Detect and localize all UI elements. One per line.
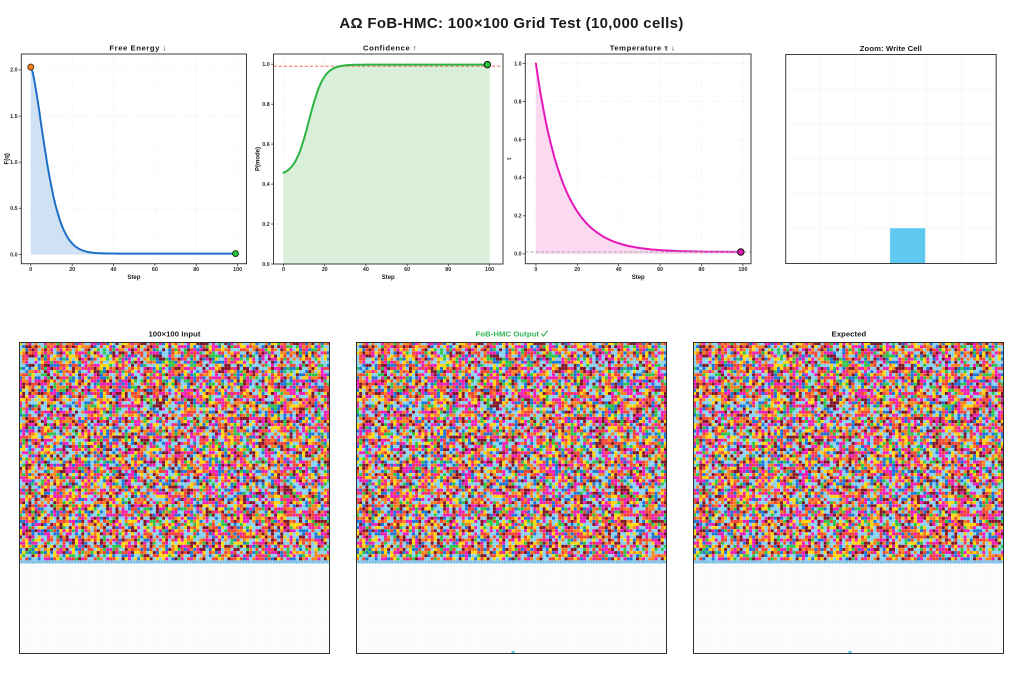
svg-text:0: 0: [282, 267, 285, 273]
svg-text:0: 0: [534, 267, 537, 273]
svg-text:1.0: 1.0: [262, 62, 270, 68]
svg-text:40: 40: [616, 267, 622, 273]
svg-text:Free Energy ↓: Free Energy ↓: [109, 43, 167, 52]
svg-text:Zoom: Write Cell: Zoom: Write Cell: [860, 44, 922, 53]
svg-text:0.0: 0.0: [514, 252, 522, 258]
svg-text:Step: Step: [632, 275, 645, 281]
svg-text:0.2: 0.2: [514, 214, 522, 220]
svg-text:0.6: 0.6: [514, 138, 522, 144]
svg-text:Expected: Expected: [831, 330, 866, 339]
svg-text:0.5: 0.5: [10, 206, 18, 212]
svg-text:20: 20: [574, 267, 580, 273]
svg-text:FoB-HMC Output: FoB-HMC Output: [476, 330, 540, 339]
svg-text:1.0: 1.0: [10, 160, 18, 166]
svg-text:0.4: 0.4: [514, 176, 522, 182]
svg-text:Step: Step: [382, 275, 395, 281]
svg-text:100: 100: [233, 267, 242, 273]
svg-text:Confidence ↑: Confidence ↑: [363, 43, 417, 52]
svg-text:Step: Step: [127, 275, 140, 281]
svg-text:0.4: 0.4: [262, 182, 270, 188]
svg-text:100: 100: [738, 267, 747, 273]
svg-text:60: 60: [404, 267, 410, 273]
svg-text:Temperature τ ↓: Temperature τ ↓: [610, 43, 676, 52]
svg-text:100: 100: [485, 267, 494, 273]
svg-text:0.8: 0.8: [262, 102, 270, 108]
svg-text:80: 80: [193, 267, 199, 273]
svg-text:60: 60: [657, 267, 663, 273]
svg-text:1.5: 1.5: [10, 114, 18, 120]
svg-text:F(q): F(q): [5, 153, 11, 164]
svg-text:τ: τ: [507, 157, 513, 160]
svg-text:0.0: 0.0: [262, 262, 270, 268]
svg-text:0.6: 0.6: [262, 142, 270, 148]
svg-text:20: 20: [69, 267, 75, 273]
svg-text:40: 40: [111, 267, 117, 273]
svg-text:0: 0: [29, 267, 32, 273]
svg-text:0.0: 0.0: [10, 252, 18, 258]
svg-text:20: 20: [322, 267, 328, 273]
svg-text:2.0: 2.0: [10, 68, 18, 74]
svg-text:0.2: 0.2: [262, 222, 270, 228]
svg-text:P(mode): P(mode): [256, 147, 262, 171]
svg-text:AΩ FoB-HMC: 100×100 Grid Test: AΩ FoB-HMC: 100×100 Grid Test (10,000 ce…: [339, 15, 683, 32]
svg-text:40: 40: [363, 267, 369, 273]
svg-text:60: 60: [152, 267, 158, 273]
svg-text:100×100 Input: 100×100 Input: [148, 330, 200, 339]
svg-text:80: 80: [445, 267, 451, 273]
svg-text:1.0: 1.0: [514, 61, 522, 67]
svg-text:80: 80: [699, 267, 705, 273]
svg-text:0.8: 0.8: [514, 99, 522, 105]
